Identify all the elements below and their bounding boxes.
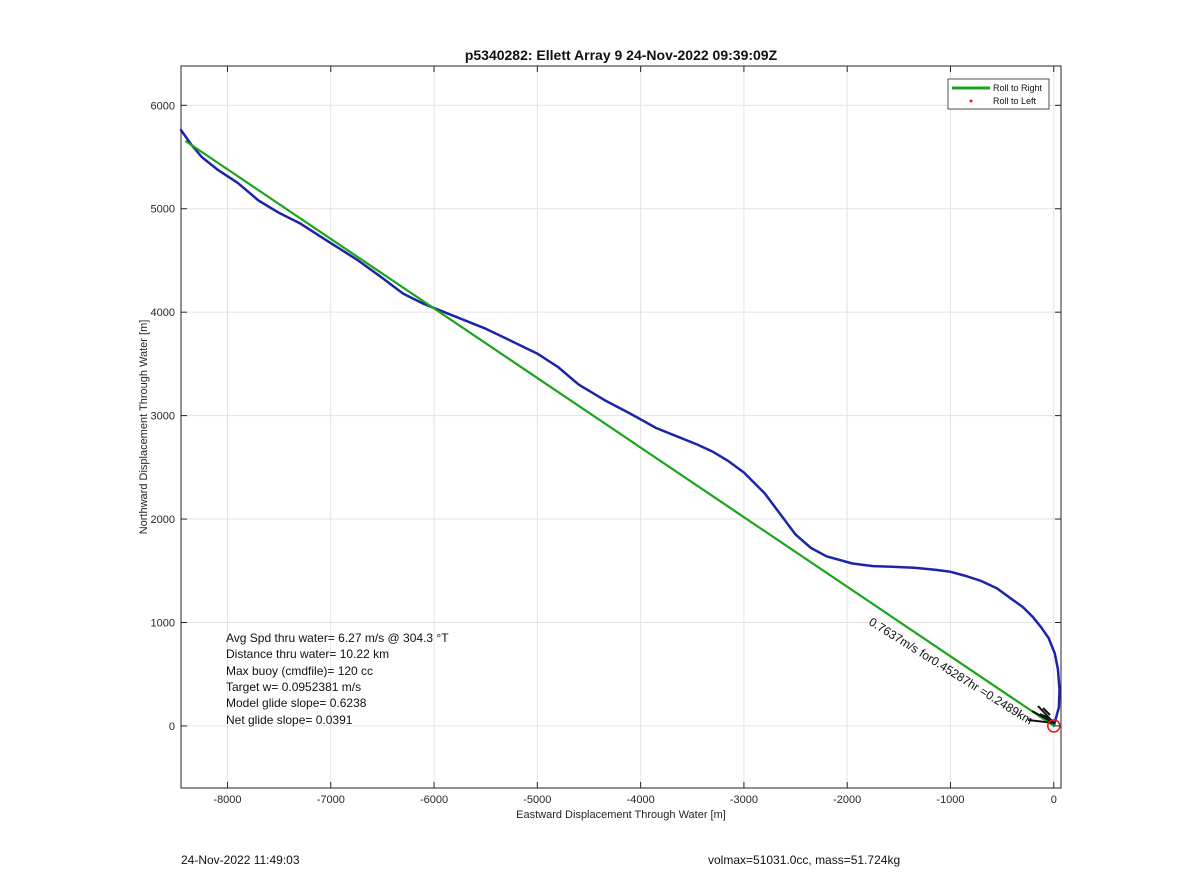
legend-label-roll-right: Roll to Right bbox=[993, 83, 1043, 93]
x-tick-label: -4000 bbox=[627, 794, 655, 806]
data-series bbox=[179, 128, 1061, 728]
x-tick-label: -1000 bbox=[936, 794, 964, 806]
y-tick-label: 5000 bbox=[151, 204, 175, 216]
legend-box bbox=[947, 78, 1050, 110]
stats-annotation: Avg Spd thru water= 6.27 m/s @ 304.3 °T … bbox=[226, 631, 449, 727]
axis-ticks: -8000 -7000 -6000 -5000 -4000 -3000 -2000 -1000… bbox=[151, 66, 1061, 806]
stat-max-buoy: Max buoy (cmdfile)= 120 cc bbox=[226, 664, 373, 678]
chart-title: p5340282: Ellett Array 9 24-Nov-2022 09:… bbox=[465, 47, 778, 63]
stat-avg-speed: Avg Spd thru water= 6.27 m/s @ 304.3 °T bbox=[226, 631, 449, 645]
stat-model-glide-slope: Model glide slope= 0.6238 bbox=[226, 696, 367, 710]
arrow-head bbox=[1039, 713, 1050, 719]
x-tick-label: -6000 bbox=[420, 794, 448, 806]
x-tick-label: -3000 bbox=[730, 794, 758, 806]
x-tick-label: -2000 bbox=[833, 794, 861, 806]
y-tick-label: 1000 bbox=[151, 617, 175, 629]
legend-swatch-roll-left bbox=[969, 99, 973, 103]
plot-area-frame bbox=[180, 65, 1062, 789]
arrow-head bbox=[1042, 707, 1051, 716]
x-axis-label: Eastward Displacement Through Water [m] bbox=[516, 809, 726, 821]
y-tick-label: 4000 bbox=[151, 307, 175, 319]
y-tick-label: 0 bbox=[169, 721, 175, 733]
stat-net-glide-slope: Net glide slope= 0.0391 bbox=[226, 713, 353, 727]
legend-label-roll-left: Roll to Left bbox=[993, 96, 1037, 106]
stat-distance: Distance thru water= 10.22 km bbox=[226, 647, 389, 661]
origin-circle-marker bbox=[1047, 719, 1061, 733]
footer-volmax-mass: volmax=51031.0cc, mass=51.724kg bbox=[708, 853, 901, 867]
stat-target-w: Target w= 0.0952381 m/s bbox=[226, 680, 361, 694]
x-tick-label: -7000 bbox=[317, 794, 345, 806]
x-tick-label: -5000 bbox=[523, 794, 551, 806]
trajectory-line bbox=[179, 128, 1061, 728]
legend: Roll to Right Roll to Left bbox=[947, 78, 1050, 110]
y-axis-label: Northward Displacement Through Water [m] bbox=[138, 320, 150, 535]
x-tick-label: 0 bbox=[1051, 794, 1057, 806]
x-tick-label: -8000 bbox=[213, 794, 241, 806]
grid-lines bbox=[181, 66, 1061, 788]
markers bbox=[1047, 719, 1061, 733]
footer-timestamp: 24-Nov-2022 11:49:03 bbox=[181, 853, 300, 867]
roll-to-right-line bbox=[185, 140, 1055, 728]
y-tick-label: 6000 bbox=[151, 100, 175, 112]
y-tick-label: 2000 bbox=[151, 514, 175, 526]
y-tick-label: 3000 bbox=[151, 411, 175, 423]
